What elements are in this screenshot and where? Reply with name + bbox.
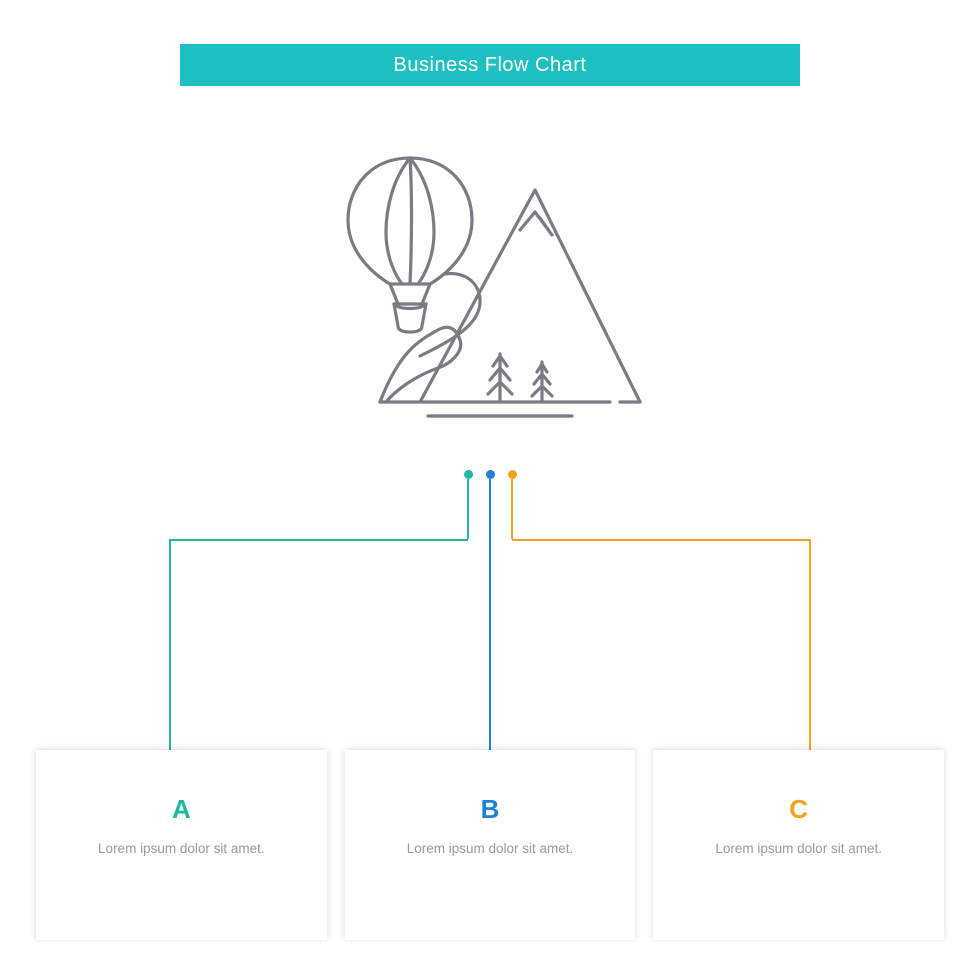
connector-line: [467, 479, 469, 539]
connector-line: [169, 539, 171, 769]
flow-card: A Lorem ipsum dolor sit amet.: [36, 750, 327, 940]
header-banner: Business Flow Chart: [180, 44, 800, 86]
connector-line: [512, 539, 810, 541]
connector-line: [489, 539, 491, 769]
branch-dot: [486, 470, 495, 479]
card-shelf: A Lorem ipsum dolor sit amet. B Lorem ipsum…: [36, 750, 944, 940]
flow-card: B Lorem ipsum dolor sit amet.: [345, 750, 636, 940]
connector-line: [809, 539, 811, 769]
connector-area: [0, 470, 980, 760]
flow-card: C Lorem ipsum dolor sit amet.: [653, 750, 944, 940]
card-text: Lorem ipsum dolor sit amet.: [675, 839, 922, 859]
card-letter: A: [58, 794, 305, 825]
header-title: Business Flow Chart: [394, 54, 587, 77]
card-text: Lorem ipsum dolor sit amet.: [367, 839, 614, 859]
connector-line: [489, 479, 491, 539]
connector-line: [511, 479, 513, 539]
card-letter: C: [675, 794, 922, 825]
connector-line: [170, 539, 468, 541]
branch-dot: [464, 470, 473, 479]
branch-dot: [508, 470, 517, 479]
card-letter: B: [367, 794, 614, 825]
balloon-mountain-icon: [310, 150, 670, 430]
card-text: Lorem ipsum dolor sit amet.: [58, 839, 305, 859]
